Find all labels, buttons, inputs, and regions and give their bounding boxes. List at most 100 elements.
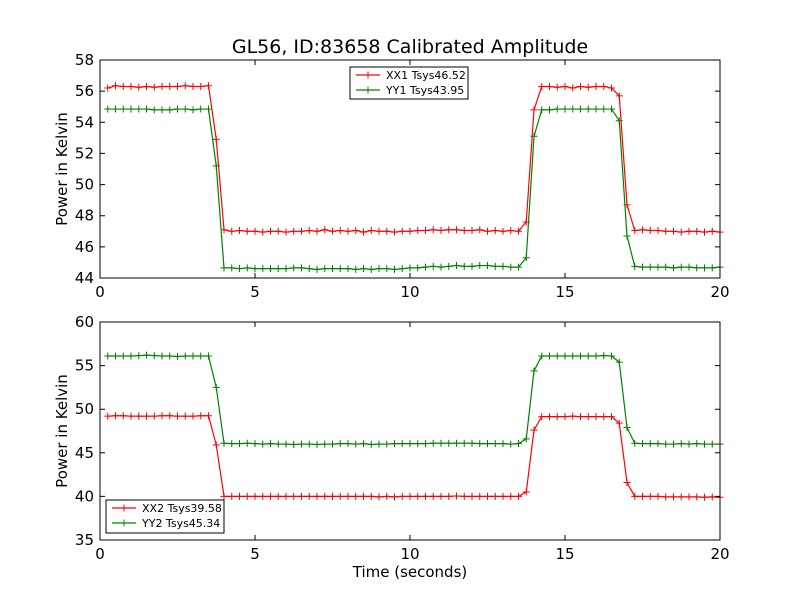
data-point: [181, 412, 189, 420]
data-point: [577, 413, 584, 421]
x-tick-label: 5: [250, 283, 260, 301]
data-point: [329, 265, 336, 273]
data-point: [662, 440, 670, 448]
data-point: [429, 226, 437, 234]
data-point: [189, 82, 197, 90]
data-point: [515, 263, 522, 271]
y-tick-label: 40: [75, 487, 94, 505]
data-point: [615, 92, 623, 100]
series-line: [107, 85, 721, 233]
data-point: [422, 492, 429, 500]
series-0-0: [104, 82, 724, 236]
data-point: [561, 82, 569, 90]
data-point: [267, 227, 274, 235]
data-point: [383, 227, 391, 235]
data-point: [119, 412, 127, 420]
data-point: [243, 227, 251, 235]
legend-marker: [120, 504, 128, 512]
bottom-panel: 0 5 10 15 20 35 40 45 50 55 60 Power in Kelvin Time …: [53, 313, 730, 581]
data-point: [670, 264, 677, 272]
data-point: [150, 83, 158, 91]
data-point: [623, 424, 631, 432]
data-point: [646, 492, 654, 500]
data-point: [290, 227, 298, 235]
data-point: [329, 227, 336, 235]
data-point: [662, 227, 670, 235]
data-point: [429, 262, 437, 270]
data-point: [391, 265, 398, 273]
data-point: [352, 440, 360, 448]
series-line: [107, 354, 720, 446]
data-point: [143, 351, 150, 359]
data-point: [321, 492, 329, 500]
data-point: [313, 265, 321, 273]
data-point: [546, 82, 553, 90]
data-point: [600, 413, 608, 421]
data-point: [290, 441, 298, 449]
data-point: [615, 358, 623, 366]
x-tick-label: 15: [555, 283, 574, 301]
data-point: [305, 492, 313, 500]
data-point: [491, 227, 499, 235]
data-point: [468, 227, 476, 235]
data-point: [112, 352, 119, 360]
data-point: [693, 264, 701, 272]
data-point: [398, 265, 406, 273]
data-point: [414, 440, 422, 448]
data-point: [561, 413, 569, 421]
data-point: [569, 105, 577, 113]
data-point: [515, 440, 522, 448]
data-point: [530, 367, 538, 375]
data-point: [460, 262, 468, 270]
series-line: [107, 415, 721, 498]
data-point: [274, 492, 282, 500]
data-point: [507, 227, 515, 235]
data-point: [530, 132, 538, 140]
data-point: [701, 264, 708, 272]
data-point: [181, 105, 189, 113]
data-point: [305, 227, 313, 235]
data-point: [662, 263, 670, 271]
data-point: [212, 162, 220, 170]
data-point: [205, 412, 212, 420]
data-point: [259, 492, 267, 500]
data-point: [499, 492, 507, 500]
data-point: [375, 265, 383, 273]
data-point: [592, 352, 600, 360]
data-point: [112, 105, 119, 113]
data-point: [460, 439, 468, 447]
data-point: [429, 439, 437, 447]
data-point: [468, 492, 476, 500]
data-point: [321, 440, 329, 448]
data-point: [499, 440, 507, 448]
data-point: [367, 265, 375, 273]
data-point: [290, 264, 298, 272]
data-point: [189, 352, 197, 360]
data-point: [468, 439, 476, 447]
data-point: [670, 493, 677, 501]
data-point: [639, 440, 646, 448]
data-point: [685, 227, 693, 235]
y-tick-label: 50: [75, 176, 94, 194]
data-point: [429, 492, 437, 500]
data-point: [584, 413, 592, 421]
data-point: [592, 105, 600, 113]
data-point: [708, 493, 716, 501]
data-point: [546, 413, 553, 421]
data-point: [104, 84, 112, 92]
legend-label: XX2 Tsys39.58: [142, 502, 222, 515]
data-point: [236, 227, 243, 235]
y-tick-label: 54: [75, 113, 94, 131]
data-point: [197, 82, 205, 90]
data-point: [453, 226, 460, 234]
data-point: [507, 492, 515, 500]
data-point: [507, 440, 515, 448]
x-axis-label: Time (seconds): [352, 563, 468, 581]
data-point: [693, 227, 701, 235]
data-point: [553, 352, 561, 360]
y-tick-label: 52: [75, 144, 94, 162]
data-point: [367, 227, 375, 235]
legend-box: [105, 499, 225, 534]
x-tick-label: 20: [710, 545, 729, 563]
